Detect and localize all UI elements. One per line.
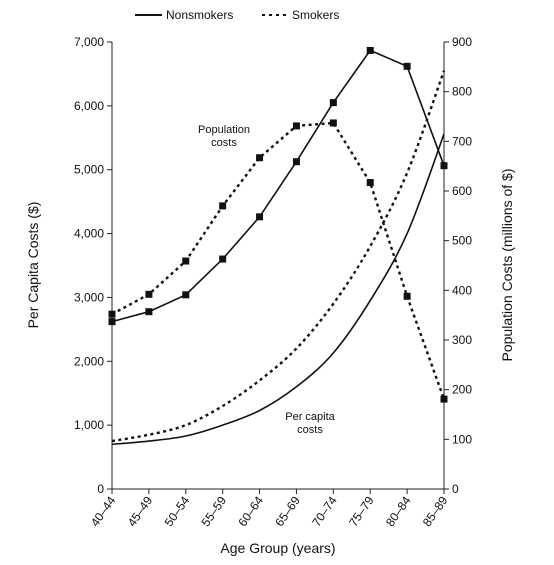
y-axis-left-title: Per Capita Costs ($): [25, 202, 41, 329]
annotation-per-capita-line1: Per capita: [285, 411, 335, 423]
data-point-smokers-population: [329, 119, 337, 127]
data-point-smokers-population: [292, 122, 300, 130]
series-line-nonsmokers-population: [111, 49, 445, 323]
data-point-smokers-population: [108, 310, 116, 318]
data-point-smokers-population: [403, 292, 411, 300]
annotation-population-line1: Population: [198, 124, 250, 136]
x-tick-label: 80–84: [383, 493, 414, 529]
x-axis-title: Age Group (years): [220, 540, 335, 556]
y-right-tick-label: 400: [452, 283, 472, 297]
series-line-smokers-per-capita: [111, 70, 446, 443]
y-left-tick-label: 5,000: [74, 163, 104, 177]
data-point-nonsmokers-population: [219, 255, 227, 263]
y-left-tick-label: 1,000: [74, 418, 104, 432]
y-right-tick-label: 300: [452, 333, 472, 347]
y-right-tick-label: 600: [452, 184, 472, 198]
x-tick-label: 85–89: [420, 493, 451, 529]
data-point-nonsmokers-population: [145, 308, 153, 316]
x-tick-label: 70–74: [309, 493, 340, 529]
data-point-smokers-population: [145, 290, 153, 298]
data-point-smokers-population: [256, 154, 264, 162]
data-point-smokers-population: [219, 202, 227, 210]
series-line-smokers-population: [111, 121, 446, 400]
y-right-tick-label: 900: [452, 35, 472, 49]
data-point-nonsmokers-population: [182, 291, 190, 299]
data-point-nonsmokers-population: [292, 158, 300, 166]
y-right-tick-label: 0: [452, 482, 459, 496]
annotation-population-line2: costs: [211, 137, 237, 149]
x-tick-label: 55–59: [199, 493, 230, 529]
x-tick-label: 40–44: [88, 493, 119, 529]
y-right-tick-label: 700: [452, 134, 472, 148]
annotation-per-capita-line2: costs: [297, 424, 323, 436]
y-left-tick-label: 3,000: [74, 290, 104, 304]
data-point-smokers-population: [366, 179, 374, 187]
y-left-tick-label: 0: [97, 482, 104, 496]
y-right-tick-label: 200: [452, 383, 472, 397]
series-group: [108, 46, 448, 446]
y-left-tick-label: 7,000: [74, 35, 104, 49]
data-point-nonsmokers-population: [256, 213, 264, 221]
data-point-nonsmokers-population: [329, 99, 337, 107]
data-point-smokers-population: [440, 395, 448, 403]
axis-ticks: 0 1,000 2,000 3,000 4,000 5,000 6,000 7,000 0 100…: [74, 35, 472, 529]
plot-frame: [111, 42, 445, 490]
y-axis-right-title: Population Costs (millions of $): [499, 169, 515, 362]
data-point-nonsmokers-population: [440, 162, 448, 170]
x-tick-label: 45–49: [125, 493, 156, 529]
y-right-tick-label: 100: [452, 432, 472, 446]
x-tick-label: 75–79: [346, 493, 377, 529]
data-point-smokers-population: [182, 257, 190, 265]
y-right-tick-label: 800: [452, 85, 472, 99]
legend: Nonsmokers Smokers: [135, 8, 339, 22]
data-point-nonsmokers-population: [403, 62, 411, 70]
y-left-tick-label: 4,000: [74, 227, 104, 241]
data-point-nonsmokers-population: [108, 318, 116, 326]
legend-label-smokers: Smokers: [292, 8, 339, 22]
series-line-nonsmokers-per-capita: [111, 133, 445, 446]
legend-label-nonsmokers: Nonsmokers: [166, 8, 233, 22]
y-left-tick-label: 6,000: [74, 99, 104, 113]
x-tick-label: 60–64: [235, 493, 266, 529]
y-left-tick-label: 2,000: [74, 354, 104, 368]
x-tick-label: 65–69: [272, 493, 303, 529]
data-point-nonsmokers-population: [366, 46, 374, 54]
y-right-tick-label: 500: [452, 234, 472, 248]
x-tick-label: 50–54: [162, 493, 193, 529]
